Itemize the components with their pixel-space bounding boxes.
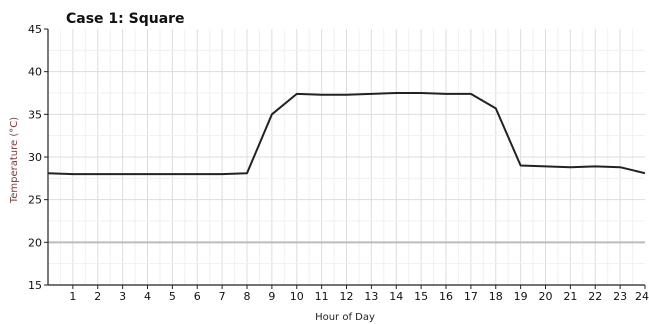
x-tick-label: 15 [414, 290, 428, 303]
x-tick-label: 18 [489, 290, 503, 303]
x-tick-label: 1 [69, 290, 76, 303]
y-tick-label: 45 [28, 23, 42, 36]
y-axis-ticks: 15 20 25 30 35 40 45 [28, 23, 48, 292]
x-tick-label: 24 [635, 290, 649, 303]
x-tick-label: 8 [244, 290, 251, 303]
x-tick-label: 16 [439, 290, 453, 303]
grid [47, 29, 645, 286]
series-line-1 [47, 92, 646, 176]
x-tick-label: 2 [94, 290, 101, 303]
y-tick-label: 30 [28, 151, 42, 164]
series-group [47, 92, 646, 176]
x-tick-label: 17 [464, 290, 478, 303]
y-tick-label: 25 [28, 194, 42, 207]
y-tick-label: 15 [28, 279, 42, 292]
chart-title: Case 1: Square [66, 11, 185, 27]
x-tick-label: 5 [169, 290, 176, 303]
x-tick-label: 4 [144, 290, 151, 303]
y-tick-label: 40 [28, 66, 42, 79]
x-tick-label: 19 [514, 290, 528, 303]
y-axis-label: Temperature (°C) [9, 117, 20, 204]
y-tick-label: 35 [28, 108, 42, 121]
x-tick-label: 12 [340, 290, 354, 303]
x-tick-label: 11 [315, 290, 329, 303]
x-tick-label: 7 [219, 290, 226, 303]
x-tick-label: 22 [588, 290, 602, 303]
y-tick-label: 20 [28, 236, 42, 249]
x-tick-label: 10 [290, 290, 304, 303]
x-tick-label: 3 [119, 290, 126, 303]
x-tick-label: 20 [539, 290, 553, 303]
x-tick-label: 21 [563, 290, 577, 303]
x-tick-label: 6 [194, 290, 201, 303]
x-axis-ticks: 1 2 3 4 5 6 7 8 9 10 11 12 13 14 15 16 17 18 19 20 21 22 23 24 [69, 285, 649, 303]
x-axis-label: Hour of Day [315, 312, 375, 323]
x-tick-label: 14 [389, 290, 403, 303]
x-tick-label: 13 [364, 290, 378, 303]
x-tick-label: 23 [613, 290, 627, 303]
x-tick-label: 9 [268, 290, 275, 303]
